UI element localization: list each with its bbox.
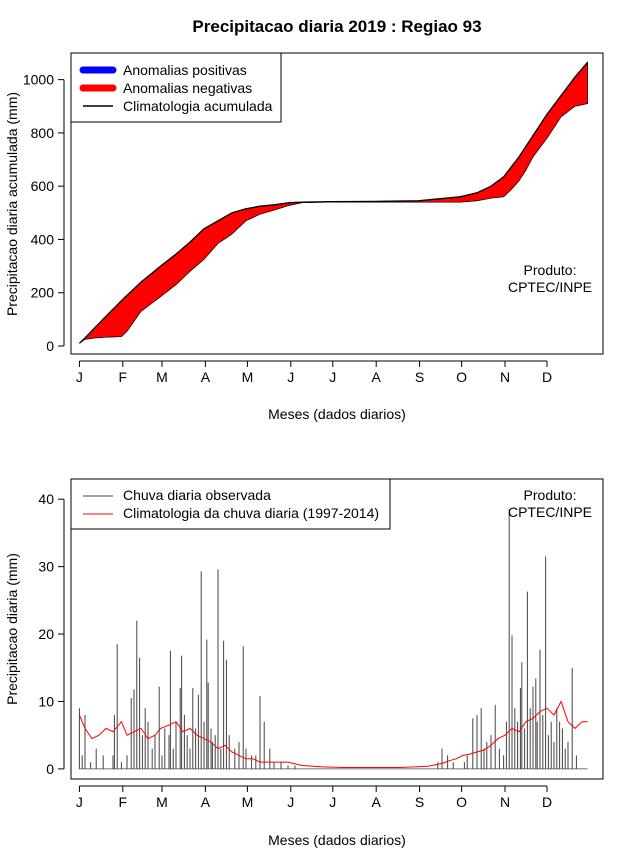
legend-label-daily-climatology: Climatologia da chuva diaria (1997-2014) xyxy=(123,505,379,521)
y-axis-label-1: Precipitacao diaria acumulada (mm) xyxy=(4,92,20,316)
product-annotation-1-line2: CPTEC/INPE xyxy=(508,279,592,295)
x-tick-label: J xyxy=(287,794,294,810)
x-tick-label: S xyxy=(415,369,424,385)
x-tick-label: A xyxy=(201,794,211,810)
x-tick-label: N xyxy=(500,794,510,810)
x-tick-label: A xyxy=(372,794,382,810)
y-tick-label: 800 xyxy=(31,125,55,141)
x-tick-label: A xyxy=(372,369,382,385)
y-tick-label: 400 xyxy=(31,231,55,247)
y-tick-label: 30 xyxy=(38,559,54,575)
product-annotation-1-line1: Produto: xyxy=(524,262,577,278)
x-tick-label: J xyxy=(329,794,336,810)
x-tick-label: F xyxy=(119,369,128,385)
x-tick-label: M xyxy=(156,369,168,385)
accumulated-panel: 0 200 400 600 800 1000 J F M A M J J A S O N D Meses (dad… xyxy=(4,52,604,422)
y-axis-label-2: Precipitacao diaria (mm) xyxy=(4,553,20,705)
x-tick-label: O xyxy=(456,369,467,385)
x-tick-label: J xyxy=(76,369,83,385)
product-annotation-2-line2: CPTEC/INPE xyxy=(508,504,592,520)
y-tick-label: 0 xyxy=(46,338,54,354)
x-tick-label: D xyxy=(542,369,552,385)
x-tick-label: A xyxy=(201,369,211,385)
legend-label-observed: Chuva diaria observada xyxy=(123,487,271,503)
x-tick-label: O xyxy=(456,794,467,810)
climatology-accumulated-line xyxy=(78,61,589,344)
y-tick-label: 20 xyxy=(38,626,54,642)
x-tick-label: M xyxy=(156,794,168,810)
y-tick-label: 0 xyxy=(46,761,54,777)
x-tick-label: J xyxy=(287,369,294,385)
x-tick-label: J xyxy=(329,369,336,385)
y-tick-label: 200 xyxy=(31,285,55,301)
product-annotation-2-line1: Produto: xyxy=(524,487,577,503)
legend-2: Chuva diaria observada Climatologia da c… xyxy=(70,478,391,530)
x-axis-label-2: Meses (dados diarios) xyxy=(268,832,406,848)
x-tick-label: M xyxy=(242,794,254,810)
daily-climatology-line xyxy=(78,700,588,768)
legend-label-climatology: Climatologia acumulada xyxy=(123,98,273,114)
legend-label-positive: Anomalias positivas xyxy=(123,62,247,78)
y-tick-label: 1000 xyxy=(23,72,54,88)
chart-title: Precipitacao diaria 2019 : Regiao 93 xyxy=(192,17,481,36)
legend-label-negative: Anomalias negativas xyxy=(123,80,252,96)
x-tick-label: F xyxy=(119,794,128,810)
x-tick-label: D xyxy=(542,794,552,810)
y-tick-label: 10 xyxy=(38,693,54,709)
x-tick-label: M xyxy=(242,369,254,385)
daily-panel: 0 10 20 30 40 J F M A M J J A S O N D Meses (dados diari… xyxy=(4,478,604,848)
x-axis-label-1: Meses (dados diarios) xyxy=(268,406,406,422)
x-tick-label: S xyxy=(415,794,424,810)
y-tick-label: 600 xyxy=(31,178,55,194)
legend-1: Anomalias positivas Anomalias negativas … xyxy=(70,52,282,123)
x-tick-label: J xyxy=(76,794,83,810)
x-tick-label: N xyxy=(500,369,510,385)
plot-frame-1 xyxy=(70,52,604,355)
y-tick-label: 40 xyxy=(38,491,54,507)
